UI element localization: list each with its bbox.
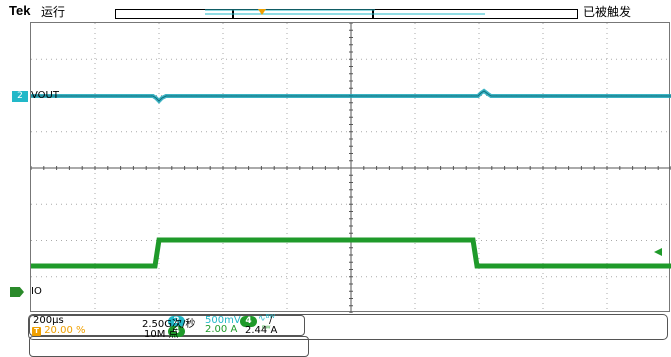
sample-rate: 2.50G次/秒: [142, 319, 196, 330]
ch4-scale: 2.00 A: [205, 324, 238, 335]
run-state: 运行: [41, 5, 66, 19]
ch4-waveform: [31, 237, 671, 269]
trigger-level-marker[interactable]: [654, 242, 664, 256]
bandwidth-limit-icon: ∿ᴮᵂ: [258, 314, 276, 324]
trigger-status: 已被触发: [583, 5, 632, 19]
waveform-display[interactable]: [30, 22, 671, 313]
trigger-icon: T: [32, 327, 41, 336]
trigger-slope-icon: /: [269, 315, 273, 326]
record-length: 10M 点: [144, 329, 179, 340]
status-panel: 2 500mV ∿ᴮᵂ 4 2.00 A ᴮᵂ 200µs T 20.00 % …: [28, 314, 668, 357]
trigger-position-group: T 20.00 %: [32, 325, 86, 336]
ch2-scale: 500mV: [205, 315, 241, 326]
brand-logo: Tek: [9, 3, 31, 18]
trigger-position: 20.00 %: [44, 325, 86, 336]
trigger-level: 2.44 A: [245, 325, 278, 336]
ch2-badge: 2: [168, 316, 185, 327]
trigger-source-badge: 4: [240, 316, 257, 327]
bandwidth-limit-icon: ᴮᵂ: [262, 324, 271, 333]
top-status-bar: Tek 运行 已被触发: [0, 0, 671, 22]
waveforms: [31, 88, 671, 269]
ch2-scale-group[interactable]: 2: [168, 315, 185, 327]
ch2-marker[interactable]: 2: [12, 91, 28, 102]
ch4-badge: 4: [168, 326, 185, 337]
ch4-marker[interactable]: [10, 287, 24, 297]
ch4-label: IO: [31, 286, 42, 297]
horizontal-settings-box[interactable]: 200µs T 20.00 % 2.50G次/秒 10M 点 4 / 2.44 …: [29, 315, 309, 357]
vertical-settings-box[interactable]: 2 500mV ∿ᴮᵂ 4 2.00 A ᴮᵂ: [29, 314, 305, 337]
record-view-bar[interactable]: [115, 9, 578, 19]
time-per-div: 200µs: [33, 315, 64, 326]
ch2-waveform-core: [31, 90, 671, 102]
ch2-label: VOUT: [31, 90, 59, 101]
